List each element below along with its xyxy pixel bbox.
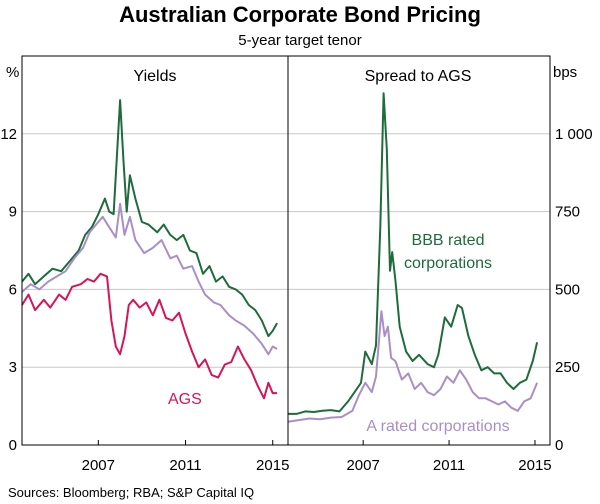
spread-ytick-label: 250 bbox=[555, 359, 580, 376]
plot-frame bbox=[21, 55, 551, 446]
spread-series-bbb-rated-corporations bbox=[288, 92, 539, 415]
yields-series-a-rated-corporations bbox=[21, 202, 278, 356]
spread-xtick-label: 2007 bbox=[346, 457, 379, 474]
yields-gridlines bbox=[22, 133, 288, 368]
spread-ytick-label: 1 000 bbox=[555, 126, 593, 143]
spread-series-a-rated-corporations bbox=[287, 310, 539, 423]
chart-title: Australian Corporate Bond Pricing bbox=[119, 2, 481, 27]
ags-series-label: AGS bbox=[168, 391, 202, 408]
yields-ytick-label: 9 bbox=[9, 204, 17, 221]
spread-ytick-label: 500 bbox=[555, 281, 580, 298]
spread-tick-labels: 0 250 500 750 1 000 2007 2011 2015 bbox=[346, 126, 592, 474]
yields-series-ags bbox=[21, 272, 278, 400]
bbb-label-line1: BBB rated bbox=[412, 232, 485, 249]
yields-series bbox=[21, 99, 278, 400]
yields-panel: % Yields 0 3 6 9 12 2007 2011 2015 AGS bbox=[0, 64, 289, 474]
right-unit-label: bps bbox=[553, 64, 577, 81]
spread-panel: bps Spread to AGS 0 250 500 750 1 000 2007 201… bbox=[287, 64, 593, 474]
a-rated-label: A rated corporations bbox=[366, 418, 509, 435]
yields-xtick-label: 2011 bbox=[169, 457, 201, 474]
yields-ytick-label: 12 bbox=[0, 126, 17, 143]
left-unit-label: % bbox=[6, 64, 19, 81]
bbb-label-line2: corporations bbox=[404, 255, 492, 272]
yields-ytick-label: 0 bbox=[9, 437, 17, 454]
yields-ytick-label: 3 bbox=[9, 359, 17, 376]
yields-panel-title: Yields bbox=[134, 68, 177, 85]
yields-xtick-label: 2007 bbox=[82, 457, 115, 474]
spread-xtick-label: 2011 bbox=[433, 457, 465, 474]
spread-panel-title: Spread to AGS bbox=[365, 68, 472, 85]
spread-xtick-label: 2015 bbox=[518, 457, 551, 474]
chart-subtitle: 5-year target tenor bbox=[238, 32, 361, 49]
source-note: Sources: Bloomberg; RBA; S&P Capital IQ bbox=[8, 485, 254, 500]
yields-ytick-label: 6 bbox=[9, 281, 17, 298]
spread-ytick-label: 0 bbox=[555, 437, 563, 454]
spread-gridlines bbox=[288, 133, 550, 368]
yields-tick-labels: 0 3 6 9 12 2007 2011 2015 bbox=[0, 126, 289, 474]
yields-series-bbb-rated-corporations bbox=[21, 99, 278, 338]
spread-ytick-label: 750 bbox=[555, 204, 580, 221]
spread-series bbox=[287, 92, 539, 423]
yields-xtick-label: 2015 bbox=[256, 457, 289, 474]
